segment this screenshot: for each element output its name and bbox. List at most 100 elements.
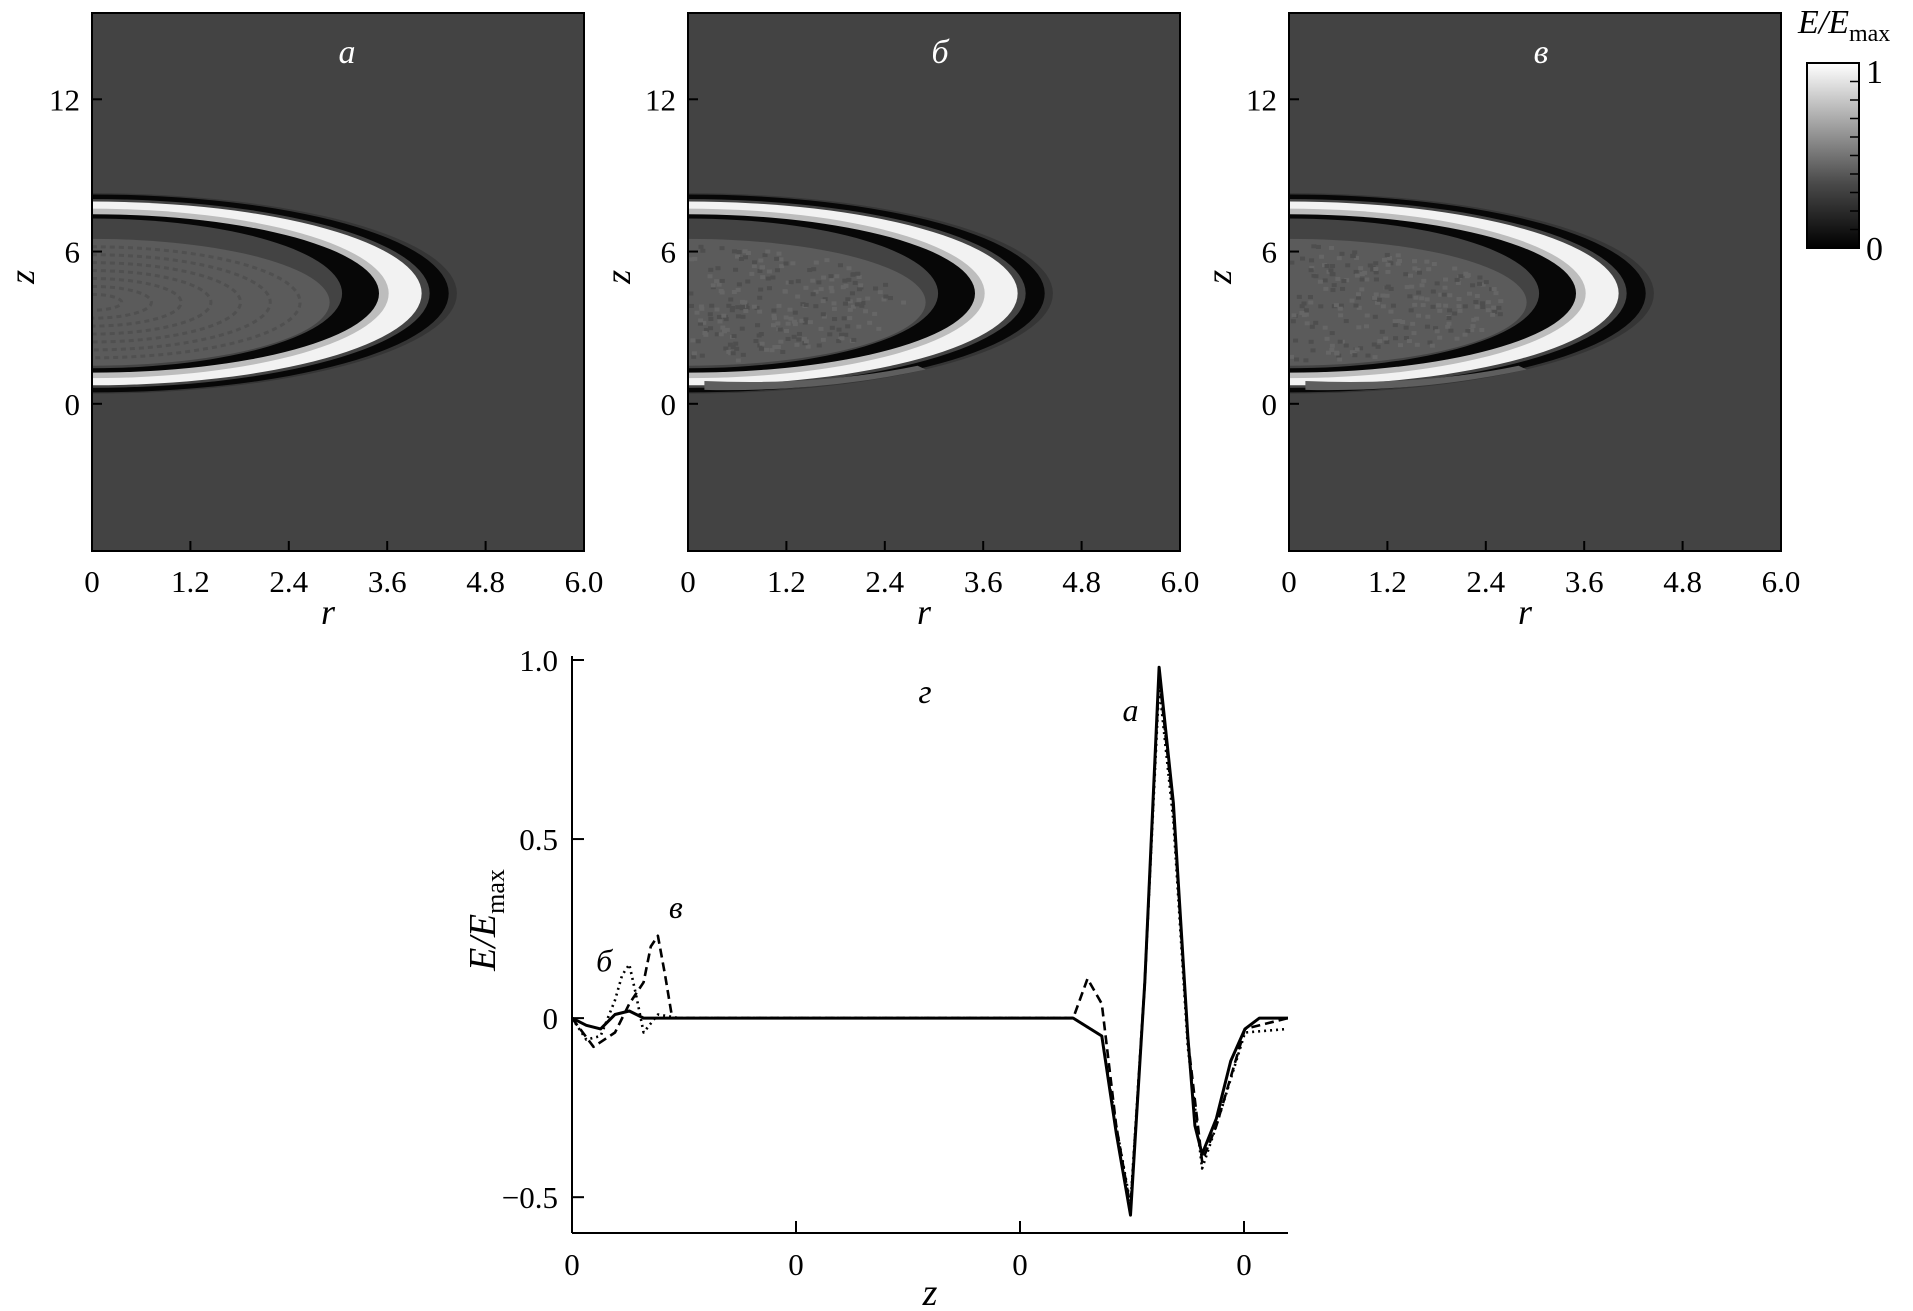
inner-texture-dot: [1456, 296, 1462, 301]
inner-texture-dot: [1333, 303, 1339, 308]
inner-texture-dot: [872, 311, 878, 316]
inner-texture-dot: [827, 332, 833, 337]
inner-texture-dot: [839, 336, 845, 341]
inner-texture-dot: [1308, 268, 1314, 273]
inner-texture-dot: [745, 279, 751, 284]
y-tick-label: 0: [65, 387, 81, 422]
inner-texture-dot: [1372, 295, 1378, 300]
inner-texture-dot: [1337, 357, 1343, 362]
inner-texture-dot: [1300, 256, 1306, 261]
inner-texture-dot: [883, 294, 889, 299]
inner-texture-dot: [1409, 284, 1415, 289]
inner-texture-dot: [764, 347, 770, 352]
inner-texture-dot: [691, 354, 697, 359]
x-tick-label: 1.2: [171, 564, 210, 599]
inner-texture-dot: [1492, 309, 1498, 314]
inner-texture-dot: [1340, 286, 1346, 291]
inner-texture-dot: [1315, 244, 1321, 249]
inner-texture-dot: [865, 296, 871, 301]
inner-texture-dot: [1308, 339, 1314, 344]
inner-texture-dot: [688, 291, 694, 296]
inner-texture-dot: [770, 323, 776, 328]
y-tick-label: 12: [49, 82, 80, 117]
inner-texture-dot: [719, 246, 725, 251]
inner-texture-dot: [1385, 262, 1391, 267]
inner-texture-dot: [1373, 292, 1379, 297]
inner-texture-ring: [91, 284, 153, 320]
inner-texture-dot: [1373, 261, 1379, 266]
inner-texture-dot: [1454, 277, 1460, 282]
inner-texture-dot: [1469, 328, 1475, 333]
inner-texture-dot: [757, 268, 763, 273]
inner-texture-dot: [1477, 281, 1483, 286]
inner-texture-dot: [1379, 329, 1385, 334]
inner-texture-dot: [831, 306, 837, 311]
inner-texture-dot: [803, 317, 809, 322]
x-tick-label: 0: [84, 564, 100, 599]
x-tick-label: 0: [1012, 1247, 1028, 1282]
inner-texture-dot: [1413, 295, 1419, 300]
inner-texture-dot: [740, 314, 746, 319]
inner-texture-dot: [1336, 353, 1342, 358]
y-tick-label: 12: [1246, 82, 1277, 117]
inner-texture-dot: [791, 334, 797, 339]
inner-region: [688, 238, 926, 366]
inner-texture-dot: [1294, 357, 1300, 362]
inner-texture-dot: [1372, 355, 1378, 360]
colorbar-title-sub: max: [1849, 21, 1890, 47]
inner-texture-dot: [770, 275, 776, 280]
inner-texture-dot: [1384, 252, 1390, 257]
y-axis-label: z: [1199, 270, 1239, 285]
inner-texture-dot: [1375, 300, 1381, 305]
x-axis-label: r: [321, 592, 336, 632]
inner-texture-dot: [854, 302, 860, 307]
lower-tail: [1305, 365, 1527, 391]
inner-texture-dot: [1454, 336, 1460, 341]
inner-texture-dot: [807, 268, 813, 273]
inner-texture-dot: [856, 324, 862, 329]
inner-texture-dot: [735, 358, 741, 363]
inner-texture-dot: [726, 303, 732, 308]
inner-texture-dot: [766, 286, 772, 291]
inner-texture-dot: [1331, 283, 1337, 288]
inner-texture-dot: [816, 343, 822, 348]
panel-b: 0 1.2 2.4 3.6 4.8 6.0 0 6 12 r z: [598, 12, 1199, 632]
inner-texture-dot: [760, 275, 766, 280]
inner-texture-dot: [1412, 266, 1418, 271]
inner-texture-dot: [1291, 313, 1297, 318]
inner-texture-dot: [803, 302, 809, 307]
inner-texture-dot: [1329, 343, 1335, 348]
inner-texture-ring: [91, 253, 272, 352]
inner-texture-dot: [755, 323, 761, 328]
inner-texture-dot: [1380, 304, 1386, 309]
inner-texture-dot: [731, 334, 737, 339]
inner-texture-dot: [846, 277, 852, 282]
inner-texture-dot: [820, 312, 826, 317]
inner-texture-dot: [728, 351, 734, 356]
x-tick-label: 4.8: [1062, 564, 1101, 599]
inner-texture-dot: [1359, 277, 1365, 282]
inner-texture-dot: [714, 332, 720, 337]
inner-texture-dot: [730, 306, 736, 311]
inner-texture-dot: [1443, 303, 1449, 308]
inner-texture-dot: [698, 318, 704, 323]
inner-texture-dot: [818, 326, 824, 331]
inner-texture-dot: [858, 285, 864, 290]
inner-texture-dot: [1474, 316, 1480, 321]
chart-xlabel: z: [922, 1272, 938, 1311]
inner-texture-dot: [813, 304, 819, 309]
inner-texture-ring: [91, 277, 183, 328]
panel-label-a: а: [339, 34, 356, 71]
inner-texture-dot: [1424, 324, 1430, 329]
x-tick-label: 0: [1236, 1247, 1252, 1282]
inner-texture-dot: [700, 248, 706, 253]
inner-texture-dot: [1403, 325, 1409, 330]
inner-texture-dot: [1344, 278, 1350, 283]
inner-texture-dot: [820, 337, 826, 342]
inner-texture-dot: [757, 309, 763, 314]
inner-texture-dot: [1400, 320, 1406, 325]
inner-texture-dot: [1447, 293, 1453, 298]
inner-texture-dot: [856, 297, 862, 302]
inner-texture-dot: [1324, 264, 1330, 269]
